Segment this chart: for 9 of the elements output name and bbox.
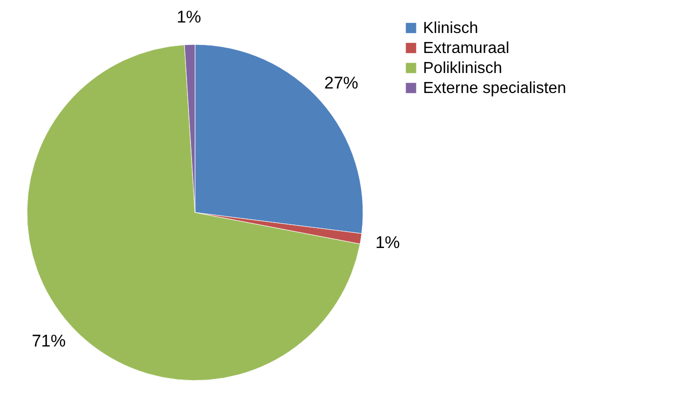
legend-label: Poliklinisch: [423, 60, 502, 77]
data-label: 1%: [176, 8, 202, 27]
pie-slice: [26, 44, 360, 381]
data-label: 27%: [324, 74, 358, 93]
legend-label: Klinisch: [423, 20, 478, 37]
data-label: 71%: [32, 331, 66, 350]
legend-label: Extramuraal: [423, 40, 510, 57]
legend-label: Externe specialisten: [423, 80, 566, 97]
data-label: 1%: [375, 233, 400, 252]
